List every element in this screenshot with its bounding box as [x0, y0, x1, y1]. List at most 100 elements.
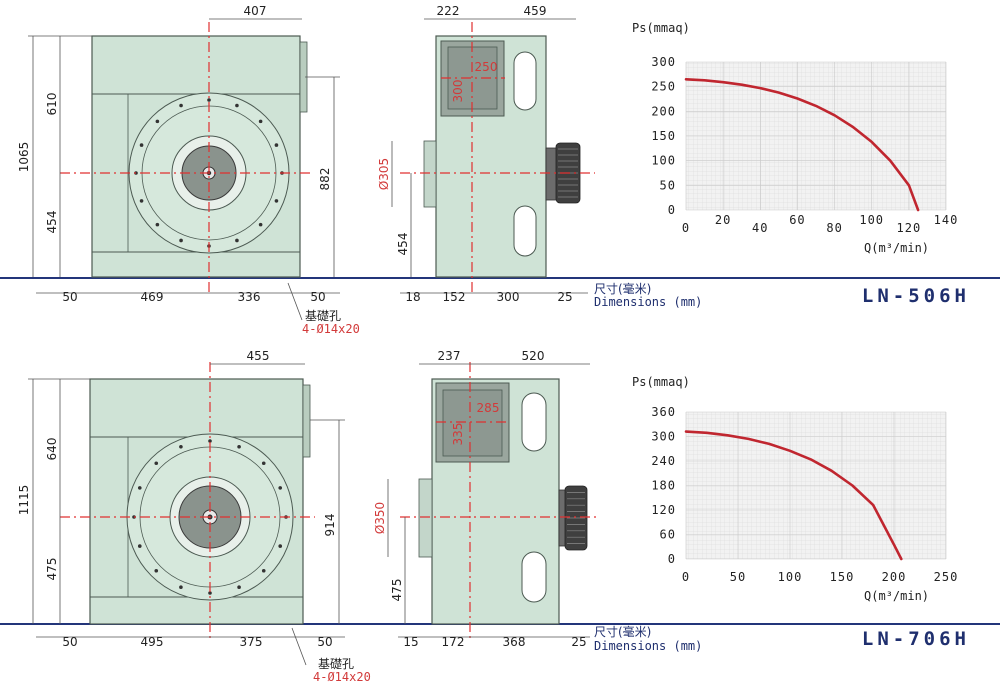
dim-top-width: 407	[244, 4, 267, 18]
y-tick-label: 0	[668, 203, 676, 217]
bolt	[155, 222, 160, 227]
dim-bottom-3: 368	[503, 635, 526, 649]
upper-slot	[513, 51, 537, 111]
dim-bottom-left: 495	[141, 635, 164, 649]
foundation-holes: 4-Ø14x20	[302, 322, 360, 336]
dim-top-width: 455	[247, 349, 270, 363]
motor-plate	[302, 384, 311, 458]
y-tick-label: 200	[651, 104, 676, 118]
bolt	[179, 585, 183, 590]
x-tick-label: 50	[730, 570, 746, 584]
bolt	[139, 199, 144, 203]
dimensions-label-cn: 尺寸(毫米)	[594, 281, 651, 296]
chart-xlabel: Q(m³/min)	[864, 589, 929, 603]
model-name: LN-506H	[862, 285, 970, 307]
bolt	[274, 199, 279, 203]
x-tick-label: 80	[826, 221, 842, 235]
performance-curve	[684, 78, 920, 212]
dim-height-total: 1115	[17, 485, 31, 516]
x-tick-label: 120	[897, 221, 922, 235]
dim-height-right: 882	[318, 168, 332, 191]
dim-top-left: 222	[437, 4, 460, 18]
dim-inlet-diameter: Ø350	[373, 502, 387, 534]
dim-bottom-right-margin: 50	[317, 635, 332, 649]
inlet-collar	[418, 478, 433, 558]
y-tick-label: 240	[651, 454, 676, 468]
y-tick-label: 120	[651, 503, 676, 517]
dim-outlet-width: 285	[477, 401, 500, 415]
bolt	[155, 119, 160, 124]
bolt	[274, 143, 279, 147]
model-name: LN-706H	[862, 628, 970, 650]
front-dimensions: 455 1115 640 475 914 50 495 375 50 基礎孔 4…	[17, 349, 371, 684]
y-tick-label: 180	[651, 479, 676, 493]
foundation-label: 基礎孔	[318, 657, 354, 671]
bolt	[154, 568, 159, 573]
bolt	[179, 444, 183, 449]
x-tick-label: 200	[882, 570, 907, 584]
y-tick-label: 300	[651, 430, 676, 444]
bolt	[137, 544, 142, 548]
y-tick-label: 300	[651, 55, 676, 69]
dim-bottom-4: 25	[557, 290, 572, 304]
performance-curve	[684, 430, 903, 561]
dim-outlet-width: 250	[475, 60, 498, 74]
bolt	[179, 238, 183, 243]
outlet-opening	[442, 389, 503, 457]
front-view: 455 1115 640 475 914 50 495 375 50 基礎孔 4…	[17, 349, 371, 684]
y-tick-label: 50	[660, 178, 676, 192]
upper-slot	[521, 392, 547, 452]
side-dimensions: 222 459 250 300 Ø305 454 18 152 300 25	[377, 4, 588, 304]
bolt	[237, 585, 241, 590]
chart-ylabel: Ps(mmaq)	[632, 21, 690, 35]
dim-height-right: 914	[323, 514, 337, 537]
y-tick-label: 100	[651, 154, 676, 168]
performance-chart: Ps(mmaq) Q(m³/min) 0 60 120 180 240 300 360 0 50…	[632, 375, 959, 603]
bolt	[261, 461, 266, 466]
dim-top-left: 237	[438, 349, 461, 363]
inlet-collar	[423, 140, 437, 208]
x-tick-label: 100	[778, 570, 803, 584]
dim-bottom-2: 152	[443, 290, 466, 304]
chart-ylabel: Ps(mmaq)	[632, 375, 690, 389]
bolt	[278, 486, 283, 490]
dim-bottom-left-margin: 50	[62, 290, 77, 304]
y-tick-label: 150	[651, 129, 676, 143]
dim-height-lower: 454	[45, 211, 59, 234]
performance-chart: Ps(mmaq) Q(m³/min) 0 50 100 150 200 250 300 0 20…	[632, 21, 957, 255]
motor-fins	[567, 492, 585, 544]
x-tick-label: 150	[830, 570, 855, 584]
y-tick-label: 250	[651, 80, 676, 94]
dim-top-right: 520	[522, 349, 545, 363]
dim-bottom-3: 300	[497, 290, 520, 304]
unit-ln-506h: 407 1065 610 454 882 50 469 336 50 基礎孔 4…	[0, 4, 1000, 336]
dim-height-upper: 610	[45, 93, 59, 116]
dim-bottom-4: 25	[571, 635, 586, 649]
dim-bottom-2: 172	[442, 635, 465, 649]
dim-height-total: 1065	[17, 142, 31, 173]
y-tick-label: 0	[668, 552, 676, 566]
front-view: 407 1065 610 454 882 50 469 336 50 基礎孔 4…	[17, 4, 360, 336]
dim-bottom-right: 375	[240, 635, 263, 649]
x-tick-label: 250	[934, 570, 959, 584]
bolt	[235, 238, 239, 243]
x-tick-label: 0	[682, 570, 690, 584]
lower-slot	[521, 551, 547, 603]
bolt	[137, 486, 142, 490]
bolt	[208, 591, 212, 595]
dim-bottom-right-margin: 50	[310, 290, 325, 304]
bolt	[207, 98, 211, 102]
dimensions-label-en: Dimensions (mm)	[594, 639, 702, 653]
bolt	[179, 103, 183, 108]
lower-slot	[513, 205, 537, 257]
dimensions-label-cn: 尺寸(毫米)	[594, 624, 651, 639]
bolt	[278, 544, 283, 548]
bolt	[139, 143, 144, 147]
dim-bottom-left: 469	[141, 290, 164, 304]
dim-inlet-diameter: Ø305	[377, 158, 391, 190]
dim-height-lower: 475	[45, 558, 59, 581]
dim-outlet-height: 300	[451, 80, 465, 103]
bolt	[258, 119, 263, 124]
foundation-holes: 4-Ø14x20	[313, 670, 371, 684]
